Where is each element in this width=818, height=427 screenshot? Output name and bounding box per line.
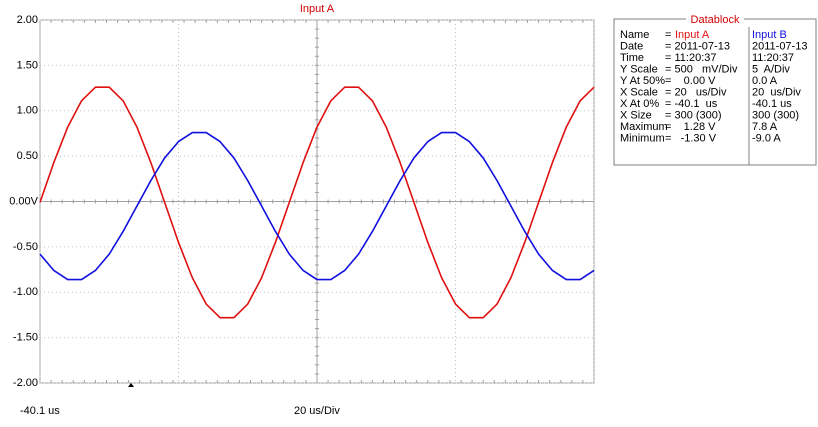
datablock-cell: Minimum xyxy=(620,132,665,144)
y-tick-label: -2.00 xyxy=(13,377,38,389)
datablock-cell: X Size xyxy=(620,109,652,121)
datablock-cell: X Scale xyxy=(620,86,658,98)
datablock-cell: 2011-07-13 xyxy=(752,40,807,52)
datablock-name: Input B xyxy=(752,29,787,41)
datablock-cell: Y At 50% xyxy=(620,75,665,87)
x-scale-label: 20 us/Div xyxy=(294,405,340,417)
datablock-cell: = 1.28 V xyxy=(665,121,716,133)
datablock-cell: = 2011-07-13 xyxy=(665,40,730,52)
y-tick-label: -1.00 xyxy=(13,286,38,298)
y-tick-label: 1.50 xyxy=(17,59,38,71)
y-tick-label: -0.50 xyxy=(13,241,38,253)
datablock-separator: = xyxy=(665,29,671,41)
datablock-cell: = 500 mV/Div xyxy=(665,63,738,75)
y-tick-label: 0.00V xyxy=(9,195,38,207)
datablock-cell: = 11:20:37 xyxy=(665,52,716,64)
y-tick-label: -1.50 xyxy=(13,332,38,344)
datablock-cell: 0.0 A xyxy=(752,75,778,87)
trace xyxy=(39,131,595,281)
datablock-name: Input A xyxy=(675,29,710,41)
y-tick-label: 0.50 xyxy=(17,150,38,162)
datablock-cell: 11:20:37 xyxy=(752,52,794,64)
datablock-cell: X At 0% xyxy=(620,98,659,110)
datablock-cell: Maximum xyxy=(620,121,668,133)
trace xyxy=(39,86,595,319)
datablock-cell: 20 us/Div xyxy=(752,86,801,98)
datablock-cell: -40.1 us xyxy=(752,98,792,110)
x-start-label: -40.1 us xyxy=(20,405,60,417)
datablock-cell: Date xyxy=(620,40,643,52)
datablock-cell: -9.0 A xyxy=(752,132,781,144)
datablock-cell: Y Scale xyxy=(620,63,658,75)
datablock-cell: = 300 (300) xyxy=(665,109,722,121)
datablock-cell: = 0.00 V xyxy=(665,75,716,87)
y-tick-label: 1.00 xyxy=(17,105,38,117)
y-tick-label: 2.00 xyxy=(17,14,38,26)
datablock-cell: = -40.1 us xyxy=(665,98,718,110)
datablock-title: Datablock xyxy=(691,14,740,26)
datablock-label: Name xyxy=(620,29,649,41)
chart-title: Input A xyxy=(300,3,335,15)
datablock-cell: = -1.30 V xyxy=(665,132,717,144)
datablock-cell: 5 A/Div xyxy=(752,63,790,75)
datablock-title-bg xyxy=(686,14,744,25)
datablock-cell: Time xyxy=(620,52,644,64)
datablock-frame xyxy=(613,18,817,166)
datablock-cell: = 20 us/Div xyxy=(665,86,727,98)
trigger-marker xyxy=(128,383,134,387)
datablock-cell: 300 (300) xyxy=(752,109,799,121)
datablock-cell: 7.8 A xyxy=(752,121,778,133)
